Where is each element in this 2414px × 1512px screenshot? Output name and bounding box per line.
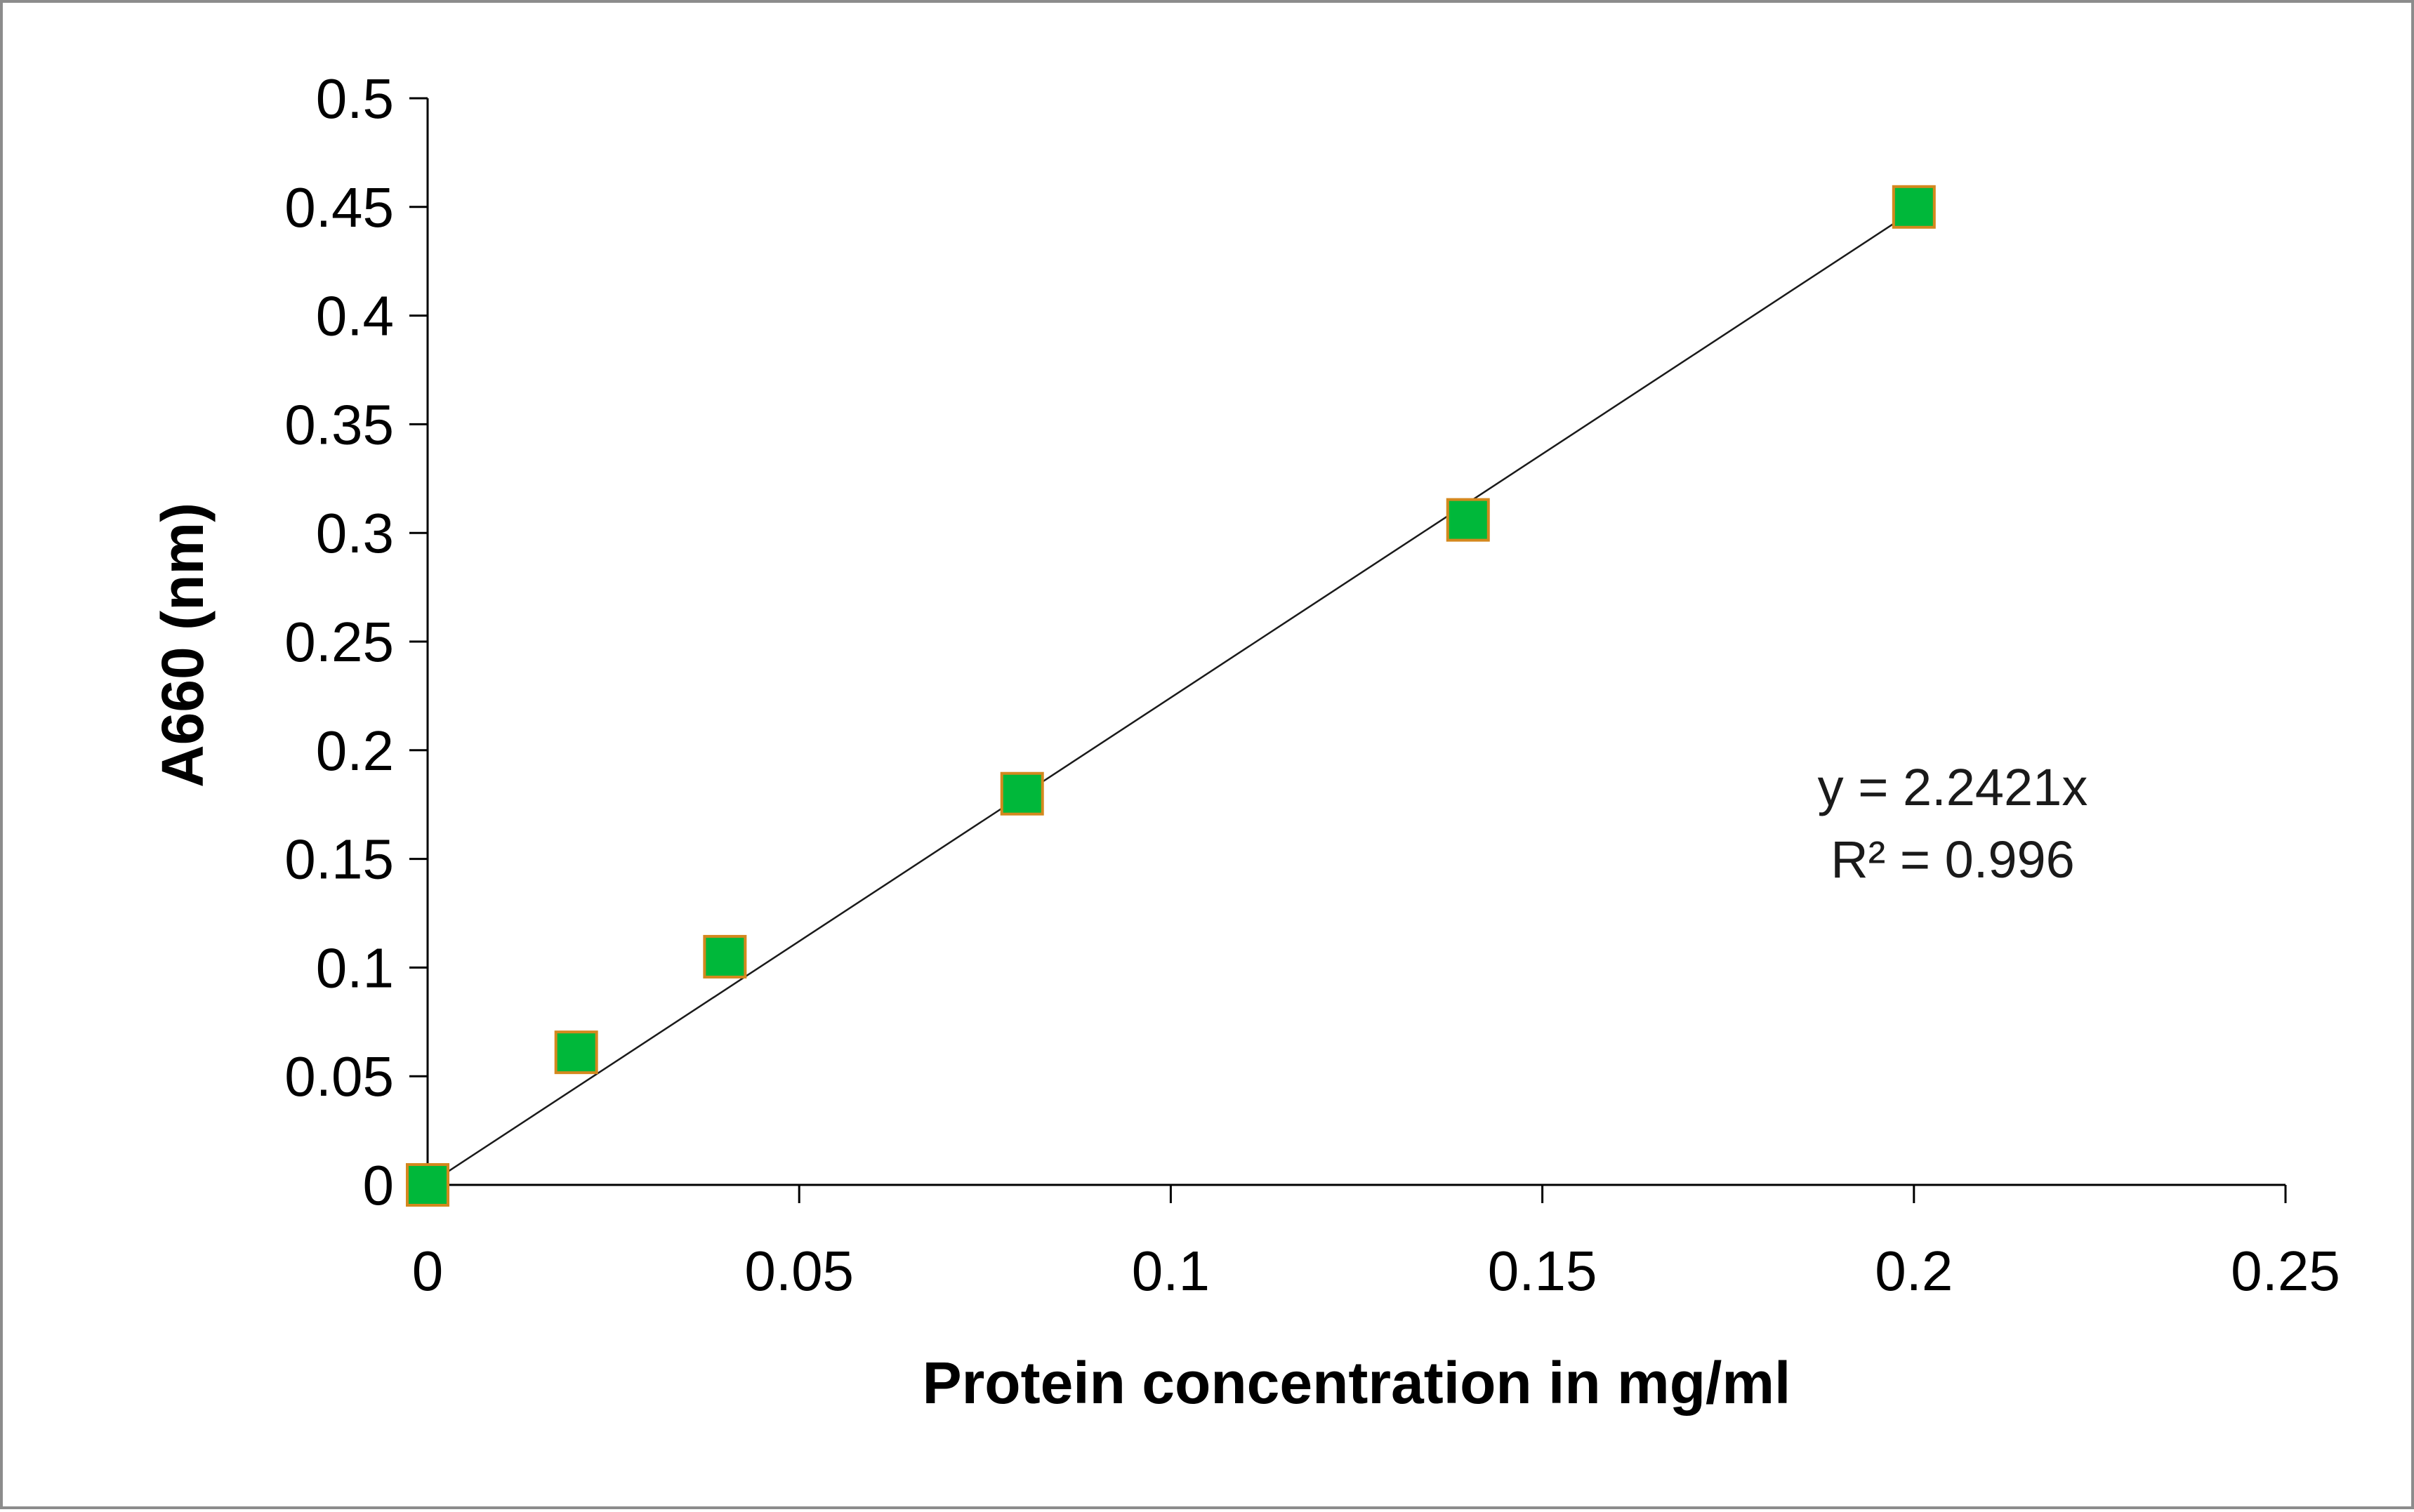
x-tick-label: 0.25 [2231,1240,2340,1302]
y-tick-label: 0.05 [284,1045,394,1108]
y-axis-ticks: 0 0.05 0.1 0.15 0.2 0.25 0.3 0.35 0.4 0.45 0.5 [284,67,428,1216]
y-axis-title: A660 (nm) [150,503,216,788]
scatter-chart: 0 0.05 0.1 0.15 0.2 0.25 0.3 0.35 0.4 0.45 0.5 0 0.… [150,67,2340,1416]
data-point [703,934,747,979]
trendline [427,209,1915,1186]
x-tick-label: 0.2 [1875,1240,1953,1302]
y-tick-label: 0.4 [316,285,394,347]
x-axis-title: Protein concentration in mg/ml [923,1350,1791,1416]
y-tick-label: 0.5 [316,67,394,130]
data-point [1892,185,1936,229]
trendline-equation: y = 2.2421x [1818,758,2088,816]
x-tick-label: 0 [412,1240,444,1302]
x-tick-label: 0.15 [1488,1240,1597,1302]
data-points [406,185,1936,1207]
data-point [554,1030,598,1075]
y-tick-label: 0.1 [316,936,394,999]
y-tick-label: 0 [363,1154,395,1216]
axes [426,98,2286,1186]
x-tick-label: 0.1 [1132,1240,1210,1302]
y-tick-label: 0.2 [316,719,394,782]
x-tick-label: 0.05 [744,1240,854,1302]
r-squared-label: R² = 0.996 [1831,830,2075,889]
data-point [1446,498,1490,542]
data-point [406,1163,449,1207]
x-axis-ticks: 0 0.05 0.1 0.15 0.2 0.25 [412,1185,2340,1302]
data-point [1000,771,1044,816]
y-tick-label: 0.15 [284,828,394,891]
y-tick-label: 0.3 [316,502,394,564]
y-tick-label: 0.25 [284,611,394,673]
y-tick-label: 0.35 [284,393,394,456]
y-tick-label: 0.45 [284,176,394,239]
